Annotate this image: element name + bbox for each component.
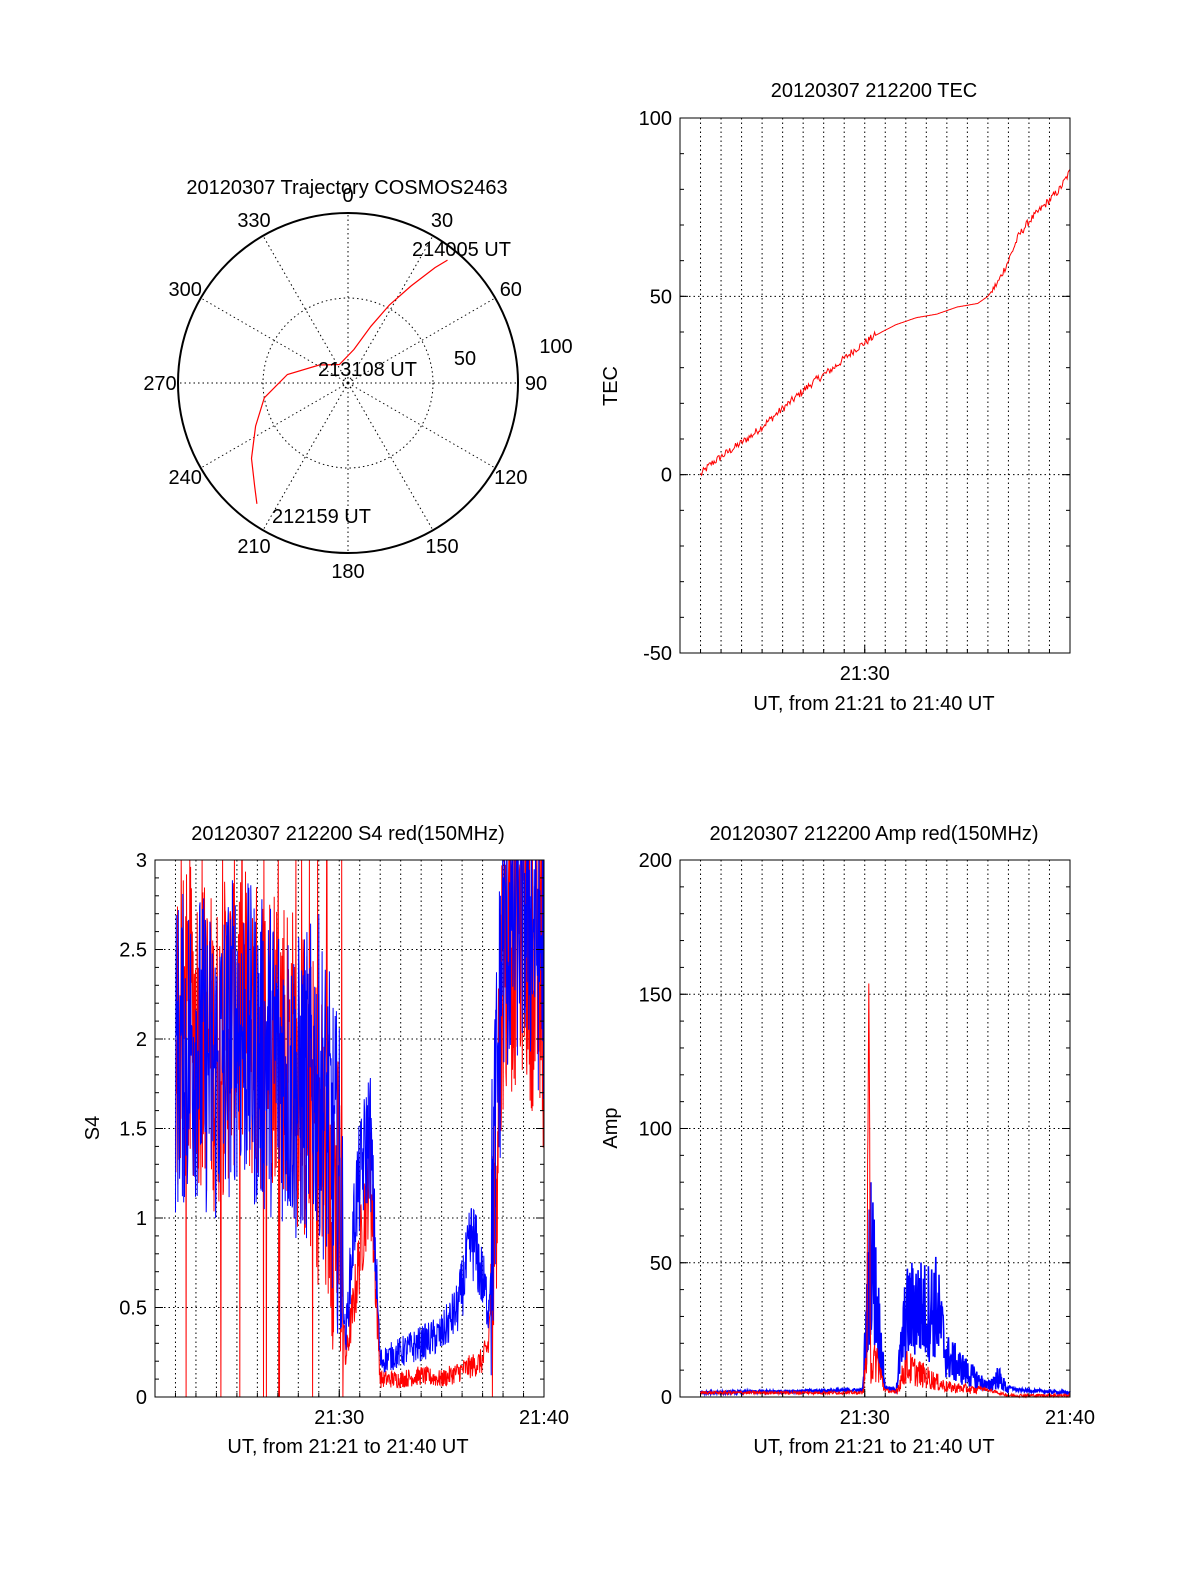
s4-x-axis-label: UT, from 21:21 to 21:40 UT xyxy=(227,1436,468,1458)
s4-ytick-label: 0.5 xyxy=(119,1298,147,1320)
amp-ytick-label: 100 xyxy=(639,1119,672,1141)
polar-spoke xyxy=(262,235,349,384)
amp-chart: 20120307 212200 Amp red(150MHz) 200 150 10… xyxy=(600,823,1095,1458)
polar-trajectory-series xyxy=(250,259,448,504)
polar-spoke xyxy=(262,382,349,531)
tec-line xyxy=(700,169,1071,477)
azimuth-label: 300 xyxy=(168,279,201,301)
trajectory-line xyxy=(250,259,448,504)
s4-ytick-label: 2.5 xyxy=(119,940,147,962)
trajectory-start-label: 212159 UT xyxy=(272,506,371,528)
s4-ytick-label: 1 xyxy=(136,1208,147,1230)
s4-y-ticks: 3 2.5 2 1.5 1 0.5 0 xyxy=(119,850,544,1409)
azimuth-label: 270 xyxy=(143,373,176,395)
s4-grid xyxy=(155,860,544,1397)
polar-grid xyxy=(177,212,519,554)
s4-xtick-label: 21:30 xyxy=(314,1407,364,1429)
azimuth-label: 180 xyxy=(331,561,364,583)
amp-title: 20120307 212200 Amp red(150MHz) xyxy=(709,823,1038,845)
trajectory-end-label: 214005 UT xyxy=(412,239,511,261)
azimuth-label: 0 xyxy=(342,185,353,207)
polar-spoke xyxy=(347,382,434,531)
azimuth-label: 150 xyxy=(425,536,458,558)
amp-ytick-label: 50 xyxy=(650,1253,672,1275)
polar-title: 20120307 Trajectory COSMOS2463 xyxy=(186,177,507,199)
amp-x-axis-label: UT, from 21:21 to 21:40 UT xyxy=(753,1436,994,1458)
tec-x-ticks: 21:30 xyxy=(700,645,1050,685)
amp-blue-line xyxy=(699,1182,1071,1397)
tec-series xyxy=(700,169,1071,477)
amp-ytick-label: 200 xyxy=(639,850,672,872)
tec-ytick-label: -50 xyxy=(643,643,672,665)
amp-xtick-label: 21:30 xyxy=(840,1407,890,1429)
s4-series xyxy=(175,859,545,1398)
s4-chart: 20120307 212200 S4 red(150MHz) 3 2.5 2 1.5 1… xyxy=(82,823,569,1458)
tec-title: 20120307 212200 TEC xyxy=(771,80,977,102)
trajectory-mid-label: 213108 UT xyxy=(318,359,417,381)
tec-grid xyxy=(680,118,1070,653)
polar-spoke xyxy=(347,297,496,384)
amp-xtick-label: 21:40 xyxy=(1045,1407,1095,1429)
tec-plot-frame xyxy=(679,117,1071,654)
tec-x-axis-label: UT, from 21:21 to 21:40 UT xyxy=(753,693,994,715)
azimuth-label: 240 xyxy=(168,467,201,489)
s4-ytick-label: 3 xyxy=(136,850,147,872)
azimuth-label: 90 xyxy=(525,373,547,395)
amp-ytick-label: 150 xyxy=(639,984,672,1006)
s4-title: 20120307 212200 S4 red(150MHz) xyxy=(191,823,505,845)
tec-xtick-label: 21:30 xyxy=(840,663,890,685)
tec-ytick-label: 100 xyxy=(639,108,672,130)
s4-ytick-label: 1.5 xyxy=(119,1119,147,1141)
polar-trajectory-chart: 20120307 Trajectory COSMOS2463 0 30 60 90 12… xyxy=(143,177,572,583)
azimuth-label: 120 xyxy=(494,467,527,489)
amp-y-ticks: 200 150 100 50 0 xyxy=(639,850,1070,1409)
polar-outer-ring xyxy=(177,212,519,554)
tec-chart: 20120307 212200 TEC 100 50 0 -50 21:30 UT, … xyxy=(600,80,1071,715)
amp-ytick-label: 0 xyxy=(661,1387,672,1409)
amp-x-ticks: 21:30 21:40 xyxy=(700,1389,1095,1429)
azimuth-label: 330 xyxy=(237,210,270,232)
s4-y-axis-label: S4 xyxy=(82,1116,104,1140)
tec-ytick-label: 50 xyxy=(650,286,672,308)
s4-blue-line xyxy=(175,859,545,1376)
azimuth-label: 60 xyxy=(500,279,522,301)
amp-y-axis-label: Amp xyxy=(600,1107,622,1148)
s4-xtick-label: 21:40 xyxy=(519,1407,569,1429)
azimuth-label: 30 xyxy=(431,210,453,232)
polar-spoke xyxy=(347,382,496,469)
polar-spoke xyxy=(200,297,349,384)
ring-label: 50 xyxy=(454,348,476,370)
tec-y-ticks: 100 50 0 -50 xyxy=(639,108,1070,665)
s4-x-ticks: 21:30 21:40 xyxy=(174,1389,569,1429)
polar-spoke xyxy=(200,382,349,469)
s4-ytick-label: 2 xyxy=(136,1029,147,1051)
ring-label: 100 xyxy=(539,336,572,358)
s4-ytick-label: 0 xyxy=(136,1387,147,1409)
azimuth-label: 210 xyxy=(237,536,270,558)
polar-inner-ring xyxy=(262,297,434,469)
polar-labels: 0 30 60 90 120 150 180 210 240 270 300 330 50 100 xyxy=(143,185,572,583)
polar-spoke xyxy=(347,235,434,384)
tec-ytick-label: 0 xyxy=(661,465,672,487)
tec-y-axis-label: TEC xyxy=(600,366,622,406)
